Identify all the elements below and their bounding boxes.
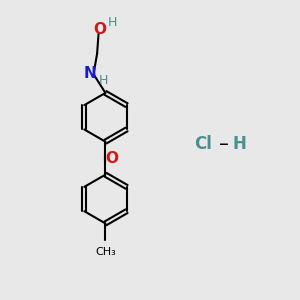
Text: H: H — [107, 16, 117, 29]
Text: N: N — [84, 66, 97, 81]
Text: Cl: Cl — [195, 135, 212, 153]
Text: H: H — [98, 74, 108, 87]
Text: CH₃: CH₃ — [95, 247, 116, 257]
Text: –: – — [219, 135, 229, 154]
Text: O: O — [106, 151, 118, 166]
Text: H: H — [232, 135, 246, 153]
Text: O: O — [93, 22, 106, 37]
